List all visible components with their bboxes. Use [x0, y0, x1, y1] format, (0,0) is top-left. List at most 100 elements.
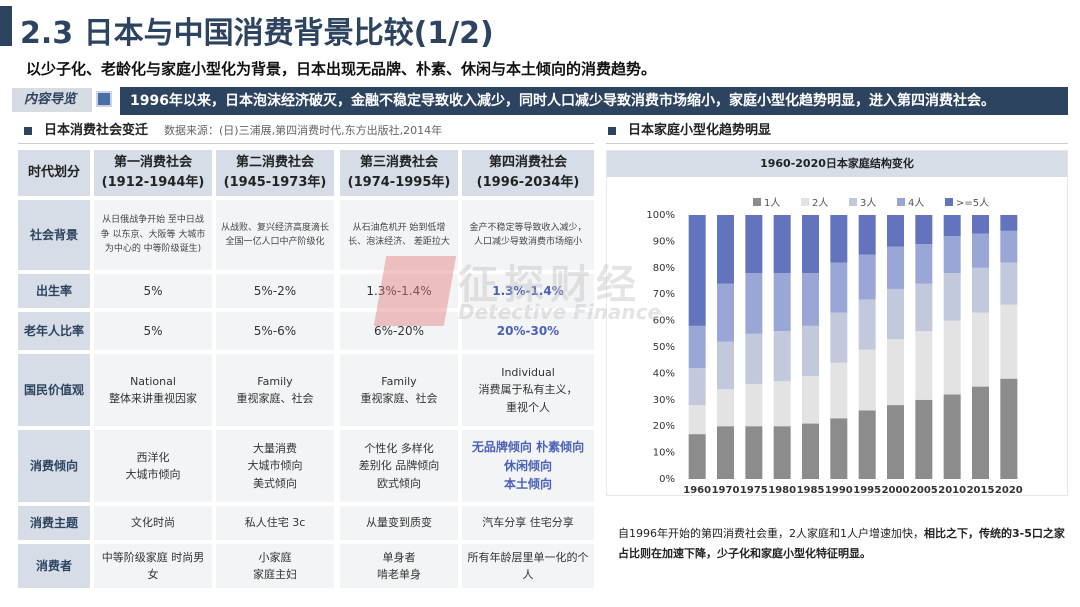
table-cell-text: 从战败、复兴经济高度滴长全国一亿人口中产阶级化 [220, 222, 329, 247]
table-cell-text: 单身者 啃老单身 [377, 550, 421, 581]
table-cell: Individual 消费属于私有主义， 重视个人 [462, 354, 594, 426]
table-corner-header: 时代划分 [18, 150, 90, 196]
bar-segment [887, 339, 904, 406]
bar-segment [1000, 262, 1018, 305]
divider [606, 143, 1068, 144]
table-cell-text: 金产不稳定等导致收入减少，人口减少导致消费市场缩小 [469, 222, 587, 247]
table-cell: 单身者 啃老单身 [340, 544, 458, 588]
bar-segment [915, 331, 933, 400]
table-cell: 1.3%-1.4% [340, 274, 458, 308]
table-cell-text: 从石油危机开 始到低增长、泡沫经济、 差距拉大 [348, 222, 450, 247]
bar-segment [802, 273, 819, 326]
bar-segment [915, 244, 933, 284]
bar-segment [887, 246, 904, 289]
bar-segment [1000, 215, 1018, 231]
y-tick-label: 40% [653, 368, 675, 379]
y-tick-label: 60% [653, 316, 675, 327]
bar-segment [887, 405, 904, 479]
column-header: 第一消费社会 (1912-1944年) [94, 150, 212, 196]
table-cell-text: 汽车分享 住宅分享 [482, 516, 574, 530]
bar-segment [773, 273, 791, 332]
y-tick-label: 100% [646, 210, 675, 221]
table-cell-text: 20%-30% [496, 323, 560, 338]
table-cell: 从日俄战争开始 至中日战争 以东京、大阪等 大城市为中心的 中等阶级诞生) [94, 200, 212, 270]
bar-segment [802, 215, 819, 274]
column-header-period: (1945-1973年) [223, 175, 327, 190]
table-cell: 西洋化 大城市倾向 [94, 430, 212, 502]
table-cell: 1.3%-1.4% [462, 274, 594, 308]
x-tick-label: 1960 [683, 485, 711, 495]
guide-text: 1996年以来，日本泡沫经济破灭，金融不稳定导致收入减少，同时人口减少导致消费市… [120, 87, 1068, 115]
table-cell: 金产不稳定等导致收入减少，人口减少导致消费市场缩小 [462, 200, 594, 270]
column-header-name: 第一消费社会 [113, 154, 192, 170]
bar-segment [830, 418, 848, 479]
table-cell: 从战败、复兴经济高度滴长全国一亿人口中产阶级化 [216, 200, 334, 270]
chart-title: 1960-2020日本家庭结构变化 [607, 151, 1067, 177]
legend-swatch [945, 198, 953, 206]
page-subtitle: 以少子化、老龄化与家庭小型化为背景，日本出现无品牌、朴素、休闲与本土倾向的消费趋… [26, 60, 657, 78]
row-label: 国民价值观 [18, 354, 90, 426]
bar-segment [972, 312, 989, 387]
row-label: 老年人比率 [18, 312, 90, 350]
bar-segment [972, 386, 989, 479]
page-title: 2.3 日本与中国消费背景比较(1/2) [20, 16, 494, 51]
table-cell-text: 西洋化 大城市倾向 [125, 450, 181, 481]
bar-segment [688, 325, 706, 369]
x-tick-label: 1975 [740, 485, 768, 495]
legend-swatch [753, 198, 761, 206]
table-cell: 私人住宅 3c [216, 506, 334, 540]
y-tick-label: 70% [653, 289, 675, 300]
table-cell-text: 从量变到质变 [366, 516, 432, 530]
bar-segment [887, 215, 904, 247]
y-tick-label: 0% [659, 474, 675, 485]
bar-segment [943, 320, 961, 395]
table-section-title: 日本消费社会变迁 [44, 123, 149, 138]
table-cell: 5% [94, 274, 212, 308]
bar-segment [972, 233, 989, 268]
bullet-icon [608, 126, 616, 135]
title-accent-bar [0, 6, 12, 46]
bar-segment [802, 325, 819, 377]
bar-segment [943, 394, 961, 479]
table-cell: 所有年龄层里单一化的个人 [462, 544, 594, 588]
divider [18, 143, 594, 144]
row-label: 消费者 [18, 544, 90, 588]
table-cell-text: 1.3%-1.4% [492, 283, 564, 298]
table-cell-text: 5% [143, 323, 163, 338]
y-tick-label: 50% [653, 342, 675, 353]
chart-section-title: 日本家庭小型化趋势明显 [628, 123, 772, 138]
row-label: 社会背景 [18, 200, 90, 270]
table-cell: 5% [94, 312, 212, 350]
column-header-period: (1974-1995年) [347, 175, 451, 190]
column-header-period: (1996-2034年) [476, 175, 580, 190]
bar-segment [802, 423, 819, 479]
x-tick-label: 1990 [825, 485, 853, 495]
bar-segment [717, 283, 734, 342]
bar-segment [972, 215, 989, 234]
x-tick-label: 1995 [853, 485, 881, 495]
bar-segment [943, 215, 961, 237]
guide-label: 内容导览 [12, 88, 92, 112]
bar-segment [1000, 304, 1018, 379]
bar-segment [830, 362, 848, 419]
x-tick-label: 2015 [967, 485, 995, 495]
column-header-name: 第四消费社会 [488, 154, 567, 170]
bar-segment [688, 368, 706, 406]
table-cell: National 整体来讲重视因家 [94, 354, 212, 426]
bar-segment [858, 349, 876, 411]
table-cell: 无品牌倾向 朴素倾向 休闲倾向 本土倾向 [462, 430, 594, 502]
bar-segment [1000, 230, 1018, 263]
stacked-bar-chart: 1人 2人 3人 4人 >=5人 0% 10% 20% 30% 40% 50% 60% 70% 80% 90… [646, 197, 1022, 495]
column-header-period: (1912-1944年) [101, 175, 205, 190]
bar-segment [688, 215, 706, 326]
table-cell-text: Family 重视家庭、社会 [360, 374, 438, 405]
table-cell-text: 小家庭 家庭主妇 [253, 550, 297, 581]
row-label: 消费主题 [18, 506, 90, 540]
table-cell: 个性化 多样化 差别化 品牌倾向 欧式倾向 [340, 430, 458, 502]
table-cell-text: 1.3%-1.4% [366, 283, 432, 298]
bar-segment [717, 341, 734, 390]
row-label: 消费倾向 [18, 430, 90, 502]
table-cell-text: 无品牌倾向 朴素倾向 休闲倾向 本土倾向 [471, 440, 585, 492]
column-header-name: 第二消费社会 [235, 154, 314, 170]
y-tick-label: 30% [653, 395, 675, 406]
